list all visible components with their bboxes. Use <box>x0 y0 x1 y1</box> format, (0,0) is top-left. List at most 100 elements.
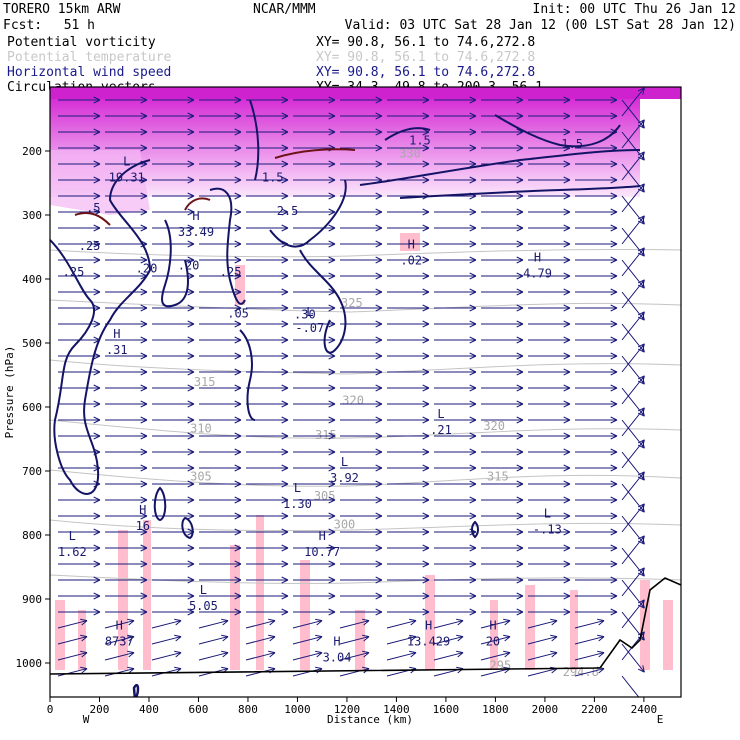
wind-vector <box>481 272 524 280</box>
wind-vector <box>293 544 336 552</box>
wind-vector <box>199 560 242 568</box>
wind-vector <box>246 496 289 504</box>
theta-label: 300 <box>334 518 356 532</box>
wind-vector <box>481 576 524 584</box>
wind-vector <box>340 384 383 392</box>
wind-vector <box>481 144 524 152</box>
wind-vector <box>152 304 195 312</box>
extremum-marker: H 4.79 <box>523 250 552 280</box>
wind-vector <box>340 512 383 520</box>
wind-vector <box>151 634 182 645</box>
wind-vector <box>339 634 370 645</box>
wind-vector <box>528 320 571 328</box>
wind-vector <box>387 256 430 264</box>
wind-vector <box>152 496 195 504</box>
wind-vector <box>293 112 336 120</box>
x-end-right: E <box>657 713 664 726</box>
wind-vector <box>575 336 618 344</box>
wind-vector <box>105 336 148 344</box>
wind-vector <box>199 464 242 472</box>
extremum-marker: L 1.30 <box>283 481 312 511</box>
wind-vector <box>246 432 289 440</box>
wind-vector <box>528 288 571 296</box>
field-xy-pv: XY= 90.8, 56.1 to 74.6,272.8 <box>316 35 535 50</box>
wind-vector <box>152 448 195 456</box>
extremum-value: .31 <box>106 343 128 357</box>
wind-vector <box>575 176 618 184</box>
wind-vector <box>246 368 289 376</box>
wind-vector <box>621 599 645 629</box>
field-name-pv: Potential vorticity <box>7 35 156 50</box>
wind-vector <box>481 432 524 440</box>
wind-vector <box>58 192 101 200</box>
extremum-symbol: H <box>113 327 120 341</box>
wind-vector <box>575 400 618 408</box>
wind-vector <box>528 496 571 504</box>
wind-vector <box>434 160 477 168</box>
wind-vector <box>434 384 477 392</box>
wind-vector <box>58 240 101 248</box>
wind-vector <box>293 336 336 344</box>
extremum-value: 3.04 <box>323 650 352 664</box>
wind-vector <box>528 480 571 488</box>
y-tick-label: 800 <box>22 529 42 542</box>
wind-vector <box>152 416 195 424</box>
wind-vector <box>58 576 101 584</box>
wind-vector <box>387 336 430 344</box>
wind-vector <box>434 544 477 552</box>
wind-vector <box>340 544 383 552</box>
wind-vector <box>293 272 336 280</box>
pv-label: 1.5 <box>561 137 583 151</box>
wind-vector <box>246 512 289 520</box>
wind-vector <box>434 336 477 344</box>
wind-vector <box>246 592 289 600</box>
wind-vector <box>621 439 645 469</box>
fcst-label: Fcst: <box>3 18 42 33</box>
wind-vector <box>621 215 645 245</box>
wind-vector <box>528 160 571 168</box>
wind-vector <box>528 544 571 552</box>
wind-vector <box>481 128 524 136</box>
wind-vector <box>293 400 336 408</box>
wind-vector <box>386 618 417 629</box>
wind-vector <box>293 352 336 360</box>
wind-vector <box>152 384 195 392</box>
wind-vector <box>528 240 571 248</box>
wind-vector <box>57 634 88 645</box>
wind-vector <box>199 496 242 504</box>
wind-vector <box>105 192 148 200</box>
theta-label: 330 <box>399 146 421 160</box>
wind-vector <box>58 272 101 280</box>
wind-vector <box>574 618 605 629</box>
wind-vector <box>387 320 430 328</box>
wind-vector <box>528 272 571 280</box>
extremum-marker: L 5.05 <box>189 583 218 613</box>
wind-vector <box>387 208 430 216</box>
wind-vector <box>387 240 430 248</box>
wind-vector <box>199 256 242 264</box>
wind-vector <box>105 368 148 376</box>
wind-vector <box>152 432 195 440</box>
theta-label: 305 <box>314 489 336 503</box>
wind-vector <box>199 112 242 120</box>
wind-vector <box>199 352 242 360</box>
wind-vector <box>621 151 645 181</box>
wind-vector <box>340 432 383 440</box>
wind-vector <box>199 304 242 312</box>
wind-vector <box>246 560 289 568</box>
wind-vector <box>246 576 289 584</box>
wind-vector <box>387 272 430 280</box>
wind-vector <box>528 512 571 520</box>
wind-vector <box>575 240 618 248</box>
wind-vector <box>293 448 336 456</box>
wind-vector <box>58 416 101 424</box>
wind-vector <box>434 496 477 504</box>
wind-vector <box>575 224 618 232</box>
wind-vector <box>151 650 182 661</box>
wind-vector <box>434 96 477 104</box>
wind-vector <box>152 240 195 248</box>
wind-vector <box>340 576 383 584</box>
wind-vector <box>340 336 383 344</box>
wind-vector <box>245 634 276 645</box>
